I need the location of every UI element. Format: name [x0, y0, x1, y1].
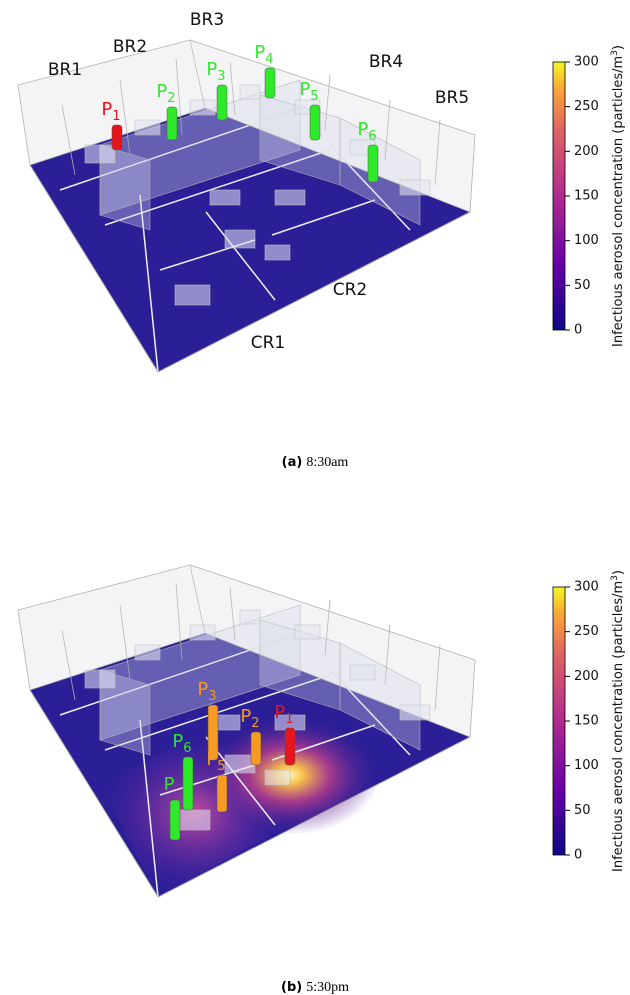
colorbar-tick-label: 50	[574, 803, 591, 818]
colorbar-tick-label: 50	[574, 278, 591, 293]
furniture	[275, 190, 305, 205]
caption: (b) 5:30pm	[281, 980, 349, 995]
person-index: 6	[183, 741, 191, 756]
colorbar-tick-label: 200	[574, 669, 599, 684]
furniture	[85, 145, 115, 163]
colorbar-tick-label: 200	[574, 144, 599, 159]
furniture	[175, 285, 210, 305]
person-index: 3	[217, 69, 225, 84]
person	[368, 145, 378, 182]
furniture	[225, 230, 255, 248]
person-index: 6	[368, 129, 376, 144]
person-letter: P	[274, 702, 285, 723]
person-letter: P	[357, 119, 368, 140]
person-letter: P	[240, 706, 251, 727]
colorbar-tick-label: 250	[574, 99, 599, 114]
person-index: 3	[208, 689, 216, 704]
colorbar-tick-label: 100	[574, 233, 599, 248]
figure: BR1BR2BR3BR4BR5CR1CR2P1P2P3P4P5P60501001…	[0, 0, 630, 995]
person-letter: P	[172, 731, 183, 752]
person-index: 2	[167, 91, 175, 106]
person-index: 5	[310, 89, 318, 104]
colorbar-label: Infectious aerosol concentration (partic…	[610, 45, 626, 347]
caption: (a)8:30am	[282, 455, 349, 470]
person-letter: P	[206, 749, 217, 770]
person	[217, 85, 227, 120]
person	[251, 732, 261, 765]
person	[285, 728, 295, 765]
colorbar-label: Infectious aerosol concentration (partic…	[610, 570, 626, 872]
caption-text: 5:30pm	[306, 980, 349, 995]
colorbar	[553, 62, 565, 330]
colorbar-tick-label: 100	[574, 758, 599, 773]
colorbar-tick-label: 300	[574, 55, 599, 70]
room-label: CR1	[251, 333, 286, 353]
room-label: BR5	[435, 88, 469, 108]
panel: BR1BR2BR3BR4BR5CR1CR2P1P2P3P4P5P60501001…	[18, 10, 626, 470]
room-label: BR2	[113, 37, 147, 57]
furniture	[225, 755, 255, 773]
colorbar-tick-label: 0	[574, 848, 582, 863]
person	[112, 125, 122, 150]
person-index: 1	[112, 109, 120, 124]
colorbar-tick-label: 150	[574, 189, 599, 204]
person-index: 4	[265, 52, 273, 67]
caption-text: 8:30am	[306, 455, 348, 470]
person	[167, 107, 177, 140]
person	[265, 68, 275, 98]
colorbar-tick-label: 250	[574, 624, 599, 639]
person-letter: P	[254, 42, 265, 63]
person-letter: P	[164, 774, 175, 795]
person-label: P	[164, 774, 175, 795]
furniture	[265, 770, 290, 785]
room-label: BR4	[369, 52, 403, 72]
furniture	[210, 190, 240, 205]
furniture	[85, 670, 115, 688]
room-label: BR3	[190, 10, 224, 30]
caption-tag: (a)	[282, 455, 303, 470]
colorbar-label-end: )	[611, 570, 626, 575]
room-label: BR1	[48, 60, 82, 80]
person-index: 1	[285, 712, 293, 727]
person-letter: P	[101, 99, 112, 120]
colorbar-label-text: Infectious aerosol concentration (partic…	[611, 56, 626, 347]
person	[183, 757, 193, 810]
furniture	[265, 245, 290, 260]
person	[170, 800, 180, 840]
colorbar	[553, 587, 565, 855]
person	[217, 775, 227, 812]
room-label: CR2	[333, 280, 368, 300]
person-index: 2	[251, 716, 259, 731]
colorbar-label-end: )	[611, 45, 626, 50]
person	[310, 105, 320, 140]
person-letter: P	[206, 59, 217, 80]
person-letter: P	[156, 81, 167, 102]
colorbar-tick-label: 0	[574, 323, 582, 338]
person-index: 5	[217, 759, 225, 774]
colorbar-label-text: Infectious aerosol concentration (partic…	[611, 581, 626, 872]
person-letter: P	[197, 679, 208, 700]
person-letter: P	[299, 79, 310, 100]
colorbar-tick-label: 150	[574, 714, 599, 729]
colorbar-tick-label: 300	[574, 580, 599, 595]
caption-tag: (b)	[281, 980, 302, 995]
